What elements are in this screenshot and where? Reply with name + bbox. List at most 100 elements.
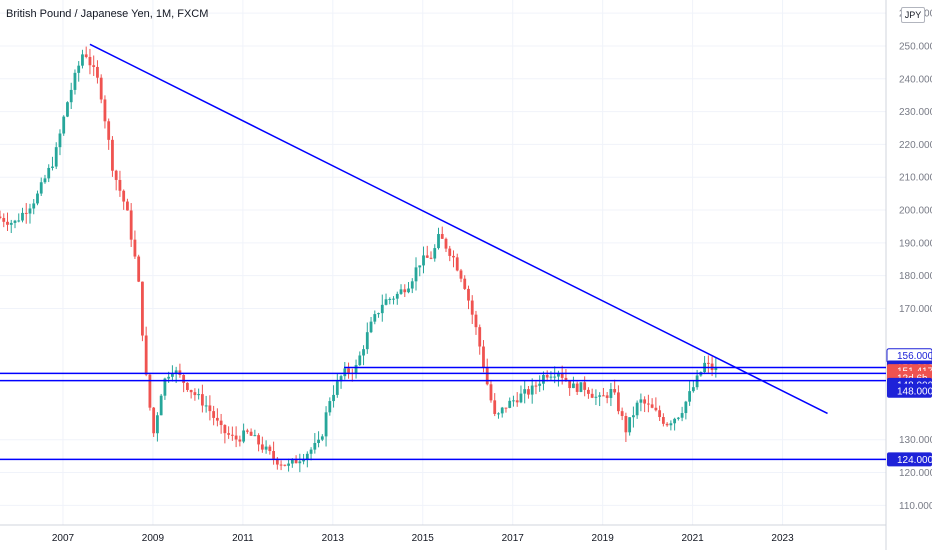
candle-body — [602, 395, 605, 397]
candle-body — [182, 374, 186, 383]
candle-body — [433, 248, 437, 259]
candle-body — [324, 412, 328, 437]
candle-body — [650, 404, 654, 408]
candle-body — [470, 300, 474, 315]
candle-body — [399, 289, 403, 294]
candle-body — [92, 65, 96, 67]
candle-body — [174, 370, 178, 374]
candle-body — [305, 453, 309, 460]
candle-body — [553, 376, 557, 378]
candle-body — [126, 201, 129, 211]
price-label-box — [887, 452, 932, 467]
candle-body — [557, 373, 560, 377]
candle-body — [84, 54, 88, 57]
candle-body — [545, 374, 549, 378]
candle-body — [17, 220, 21, 222]
y-tick-label: 110.000 — [899, 501, 932, 512]
candle-body — [617, 392, 620, 412]
candle-body — [47, 167, 51, 179]
y-tick-label: 190.000 — [899, 238, 932, 249]
candle-body — [234, 435, 238, 440]
candle-body — [373, 314, 377, 322]
candle-body — [0, 216, 2, 219]
candle-body — [51, 166, 54, 168]
candle-body — [219, 420, 223, 426]
y-tick-label: 250.000 — [899, 41, 932, 52]
candle-body — [21, 212, 24, 221]
candle-body — [212, 411, 216, 418]
x-tick-label: 2007 — [52, 533, 75, 544]
candle-body — [377, 313, 380, 315]
candle-body — [81, 54, 84, 66]
candle-body — [141, 281, 144, 336]
candle-body — [215, 417, 219, 421]
candle-body — [73, 72, 77, 90]
candle-body — [223, 425, 227, 434]
candle-body — [320, 436, 324, 440]
candle-body — [512, 400, 515, 402]
candle-body — [114, 170, 118, 180]
candle-body — [275, 458, 279, 465]
candle-body — [549, 376, 553, 378]
candle-body — [418, 265, 422, 268]
candle-body — [508, 400, 512, 408]
candle-body — [654, 407, 658, 411]
candle-body — [54, 147, 58, 167]
candle-body — [639, 399, 643, 403]
candle-body — [238, 439, 242, 442]
candle-body — [287, 463, 290, 466]
candle-body — [362, 349, 365, 356]
candle-body — [572, 383, 575, 389]
candle-body — [440, 234, 444, 239]
y-tick-label: 120.000 — [899, 468, 932, 479]
candle-body — [249, 431, 253, 436]
candle-body — [317, 439, 320, 443]
candle-body — [444, 238, 448, 249]
candle-body — [538, 383, 542, 386]
candle-body — [77, 65, 81, 73]
candle-body — [365, 332, 369, 350]
candle-body — [519, 393, 523, 403]
y-tick-label: 130.000 — [899, 435, 932, 446]
candle-body — [467, 288, 470, 301]
candle-body — [242, 430, 246, 442]
candle-body — [189, 389, 193, 393]
candle-body — [646, 403, 650, 405]
candle-body — [279, 464, 283, 466]
y-tick-label: 220.000 — [899, 140, 932, 151]
candle-body — [635, 402, 639, 416]
candle-body — [673, 418, 677, 424]
candle-body — [714, 366, 718, 371]
candle-body — [107, 121, 111, 140]
candle-body — [283, 464, 287, 466]
candle-body — [204, 405, 208, 407]
candle-body — [156, 415, 159, 434]
candle-body — [159, 395, 163, 416]
candle-body — [590, 393, 594, 398]
candle-body — [613, 389, 617, 393]
candle-body — [88, 56, 92, 66]
candle-body — [208, 405, 212, 412]
currency-badge[interactable]: JPY — [901, 7, 925, 23]
candle-body — [392, 298, 395, 300]
candle-body — [485, 367, 489, 385]
candle-body — [43, 178, 47, 183]
candle-body — [298, 461, 302, 464]
candle-body — [28, 208, 32, 214]
candle-body — [264, 446, 268, 450]
candle-body — [193, 392, 197, 396]
candle-body — [343, 368, 347, 377]
candle-body — [388, 298, 392, 300]
candle-body — [309, 449, 313, 454]
candle-body — [665, 423, 669, 426]
candle-body — [103, 99, 107, 122]
candle-body — [197, 394, 201, 396]
candle-body — [676, 417, 680, 419]
x-tick-label: 2021 — [681, 533, 704, 544]
candle-body — [587, 389, 590, 394]
candle-body — [62, 116, 66, 134]
candle-body — [185, 382, 189, 390]
candle-body — [661, 417, 665, 424]
